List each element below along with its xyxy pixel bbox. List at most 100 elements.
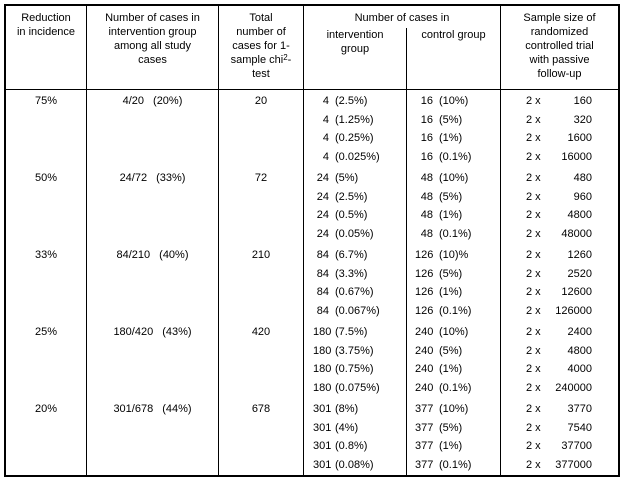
header-control-group: control group xyxy=(421,29,486,41)
intervention-count: 24 xyxy=(316,209,329,221)
control-count: 126 xyxy=(415,304,434,317)
total-cases-cell: 20 xyxy=(219,90,304,167)
sample-size-row: 2 x 240000 xyxy=(501,379,618,398)
intervention-percent: (3.3%) xyxy=(335,267,368,280)
intervention-row: 4 (1.25%) xyxy=(304,111,406,130)
control-row: 377 (0.1%) xyxy=(407,456,500,475)
sample-size-row: 2 x 3770 xyxy=(501,400,618,419)
multiplier: 2 x xyxy=(526,150,541,163)
control-row: 126 (5%) xyxy=(407,265,500,284)
intervention-row: 84 (0.67%) xyxy=(304,283,406,302)
multiplier: 2 x xyxy=(526,344,541,357)
multiplier: 2 x xyxy=(526,132,541,144)
intervention-count: 84 xyxy=(316,249,329,261)
sample-size-value: 240000 xyxy=(555,381,592,394)
cases-fraction: 24/72 xyxy=(119,172,148,184)
cases-fraction-percent: (20%) xyxy=(153,95,183,107)
control-row: 16 (1%) xyxy=(407,129,500,148)
sample-size-value: 4000 xyxy=(567,363,592,375)
intervention-percent: (0.25%) xyxy=(335,132,374,144)
control-count: 48 xyxy=(420,227,433,240)
control-percent: (0.1%) xyxy=(439,227,472,240)
header-number-of-cases-in: Number of cases in xyxy=(354,12,450,24)
intervention-percent: (5%) xyxy=(335,172,359,184)
multiplier: 2 x xyxy=(526,381,541,394)
intervention-percent: (0.8%) xyxy=(335,440,368,452)
header-intervention-group: intervention group xyxy=(304,28,407,89)
control-percent: (10%) xyxy=(439,403,469,415)
control-count: 16 xyxy=(420,132,433,144)
intervention-row: 24 (5%) xyxy=(304,169,406,188)
control-count: 240 xyxy=(415,363,434,375)
intervention-percent: (0.05%) xyxy=(335,227,374,240)
sample-size-row: 2 x 126000 xyxy=(501,302,618,321)
cases-fraction-percent: (40%) xyxy=(159,249,189,261)
intervention-count: 24 xyxy=(316,190,329,203)
intervention-row: 4 (0.25%) xyxy=(304,129,406,148)
control-row: 16 (5%) xyxy=(407,111,500,130)
cases-fraction: 84/210 xyxy=(116,249,151,261)
intervention-row: 301 (0.08%) xyxy=(304,456,406,475)
intervention-row: 24 (0.05%) xyxy=(304,225,406,244)
sample-size-value: 37700 xyxy=(561,440,592,452)
control-row: 126 (0.1%) xyxy=(407,302,500,321)
control-percent: (5%) xyxy=(439,190,463,203)
intervention-row: 84 (0.067%) xyxy=(304,302,406,321)
multiplier: 2 x xyxy=(526,458,541,471)
sample-size-value: 7540 xyxy=(567,421,592,434)
sample-size-value: 1600 xyxy=(567,132,592,144)
control-count: 16 xyxy=(420,95,433,107)
sample-size-value: 16000 xyxy=(561,150,592,163)
cases-fraction: 301/678 xyxy=(113,403,154,415)
intervention-group-cell: 84 (6.7%) 84 (3.3%) 84 (0.67%) 84 (0.067%) xyxy=(304,244,407,321)
intervention-group-cell: 4 (2.5%) 4 (1.25%) 4 (0.25%) 4 (0.025%) xyxy=(304,90,407,167)
intervention-percent: (6.7%) xyxy=(335,249,368,261)
control-row: 48 (1%) xyxy=(407,206,500,225)
cases-fraction-cell: 180/420 (43%) xyxy=(87,321,219,398)
intervention-percent: (0.08%) xyxy=(335,458,374,471)
intervention-count: 24 xyxy=(316,227,329,240)
intervention-count: 24 xyxy=(316,172,329,184)
control-group-cell: 48 (10%) 48 (5%) 48 (1%) 48 (0.1%) xyxy=(407,167,501,244)
control-count: 48 xyxy=(420,209,433,221)
intervention-percent: (2.5%) xyxy=(335,190,368,203)
header-reduction-in-incidence: Reduction in incidence xyxy=(6,6,87,90)
intervention-percent: (0.5%) xyxy=(335,209,368,221)
total-cases-cell: 420 xyxy=(219,321,304,398)
header-sample-size-rct: Sample size of randomized controlled tri… xyxy=(501,6,618,90)
control-row: 377 (5%) xyxy=(407,419,500,438)
cases-fraction-cell: 301/678 (44%) xyxy=(87,398,219,475)
control-count: 48 xyxy=(420,172,433,184)
control-percent: (5%) xyxy=(439,267,463,280)
multiplier: 2 x xyxy=(526,326,541,338)
control-percent: (0.1%) xyxy=(439,150,472,163)
intervention-percent: (3.75%) xyxy=(335,344,374,357)
intervention-row: 180 (0.75%) xyxy=(304,360,406,379)
intervention-group-cell: 24 (5%) 24 (2.5%) 24 (0.5%) 24 (0.05%) xyxy=(304,167,407,244)
cases-fraction: 180/420 xyxy=(113,326,154,338)
sample-size-row: 2 x 4800 xyxy=(501,342,618,361)
sample-size-cell: 2 x 2400 2 x 4800 2 x 4000 2 x 240000 xyxy=(501,321,618,398)
control-count: 377 xyxy=(415,403,434,415)
control-count: 16 xyxy=(420,150,433,163)
sample-size-row: 2 x 4000 xyxy=(501,360,618,379)
intervention-group-cell: 180 (7.5%) 180 (3.75%) 180 (0.75%) 180 (0.07… xyxy=(304,321,407,398)
control-row: 48 (0.1%) xyxy=(407,225,500,244)
intervention-count: 84 xyxy=(316,304,329,317)
intervention-count: 180 xyxy=(313,363,332,375)
intervention-percent: (4%) xyxy=(335,421,359,434)
control-row: 48 (5%) xyxy=(407,188,500,207)
multiplier: 2 x xyxy=(526,190,541,203)
intervention-percent: (0.067%) xyxy=(335,304,380,317)
control-row: 240 (5%) xyxy=(407,342,500,361)
cases-fraction-percent: (33%) xyxy=(156,172,186,184)
multiplier: 2 x xyxy=(526,95,541,107)
control-row: 240 (10%) xyxy=(407,323,500,342)
intervention-percent: (0.75%) xyxy=(335,363,374,375)
sample-size-value: 12600 xyxy=(561,286,592,298)
multiplier: 2 x xyxy=(526,363,541,375)
control-percent: (10%) xyxy=(439,326,469,338)
intervention-row: 301 (8%) xyxy=(304,400,406,419)
intervention-row: 180 (3.75%) xyxy=(304,342,406,361)
multiplier: 2 x xyxy=(526,421,541,434)
